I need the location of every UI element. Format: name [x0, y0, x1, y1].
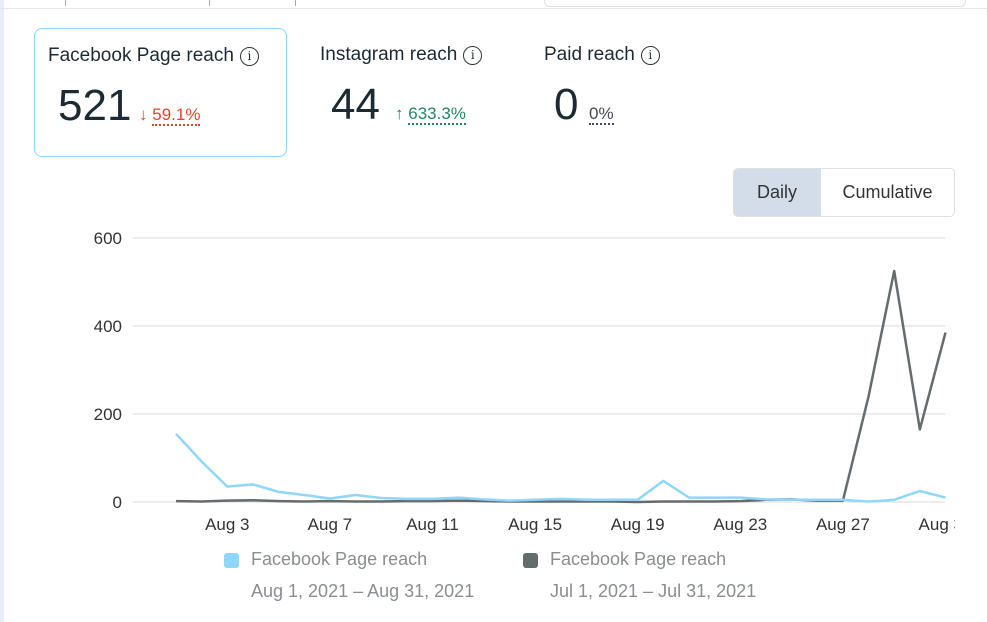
x-tick-label: Aug 19	[611, 515, 665, 534]
change-percent[interactable]: 633.3%	[408, 104, 466, 125]
metric-value: 44	[331, 80, 380, 129]
divider	[65, 0, 66, 6]
divider	[295, 0, 296, 6]
arrow-up-icon: ↑	[395, 104, 404, 123]
metric-change: ↓ 59.1%	[139, 105, 201, 126]
metric-value: 0	[554, 80, 579, 129]
arrow-down-icon: ↓	[139, 105, 148, 124]
metric-title: Facebook Page reach	[48, 45, 234, 66]
change-percent[interactable]: 0%	[589, 104, 614, 125]
legend-swatch	[523, 553, 538, 568]
x-tick-label: Aug 31	[919, 515, 973, 534]
divider	[209, 0, 210, 6]
metric-paid-reach[interactable]: Paid reach i 0 0%	[531, 28, 701, 157]
legend-swatch	[224, 553, 239, 568]
legend-name: Facebook Page reach	[550, 549, 727, 569]
change-percent[interactable]: 59.1%	[152, 105, 201, 126]
y-tick-label: 200	[94, 405, 122, 424]
metric-value: 521	[58, 81, 132, 130]
top-control[interactable]	[544, 0, 966, 7]
x-tick-label: Aug 7	[308, 515, 352, 534]
info-icon[interactable]: i	[239, 46, 259, 66]
left-edge	[0, 0, 4, 622]
y-tick-label: 400	[94, 317, 122, 336]
x-tick-label: Aug 23	[713, 515, 767, 534]
series-line-previous	[175, 269, 947, 504]
legend-name: Facebook Page reach	[251, 549, 428, 569]
y-tick-label: 0	[113, 493, 122, 512]
x-tick-label: Aug 3	[205, 515, 249, 534]
daily-button[interactable]: Daily	[734, 169, 821, 216]
metric-title: Instagram reach	[320, 44, 458, 65]
x-tick-label: Aug 11	[406, 515, 459, 534]
metric-title: Paid reach	[544, 44, 635, 65]
metric-change: ↑ 633.3%	[395, 104, 466, 125]
info-icon[interactable]: i	[463, 45, 483, 65]
x-tick-label: Aug 15	[508, 515, 562, 534]
x-tick-label: Aug 27	[816, 515, 870, 534]
legend-range: Jul 1, 2021 – Jul 31, 2021	[550, 581, 757, 601]
cumulative-button[interactable]: Cumulative	[842, 182, 933, 202]
view-toggle: Daily Cumulative	[733, 168, 955, 217]
metric-facebook-page-reach[interactable]: Facebook Page reach i 521 ↓ 59.1%	[34, 28, 287, 157]
y-tick-label: 600	[94, 229, 122, 248]
metric-instagram-reach[interactable]: Instagram reach i 44 ↑ 633.3%	[307, 28, 517, 157]
top-toolbar-remnant	[0, 0, 987, 9]
info-icon[interactable]: i	[640, 45, 660, 65]
series-line-current	[175, 432, 946, 503]
legend-range: Aug 1, 2021 – Aug 31, 2021	[251, 581, 475, 601]
metric-change: 0%	[589, 104, 614, 125]
